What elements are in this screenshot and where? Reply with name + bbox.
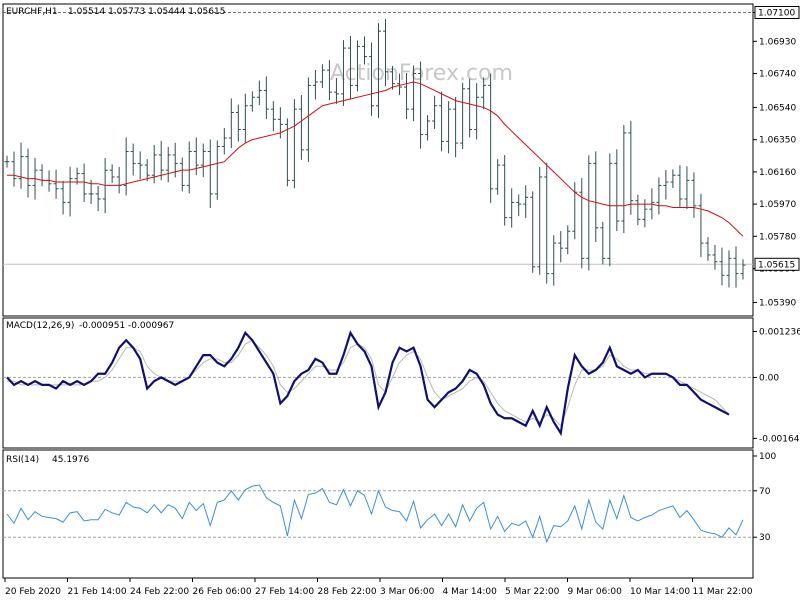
- rsi-ytick-label: 100: [759, 452, 776, 462]
- price-ytick-label: 1.06350: [759, 136, 796, 146]
- xtick-label: 27 Feb 14:00: [255, 587, 314, 597]
- macd-title: MACD(12,26,9): [6, 321, 74, 331]
- rsi-line: [6, 484, 744, 544]
- xtick-label: 28 Feb 22:00: [318, 587, 377, 597]
- rsi-ytick-label: 30: [759, 533, 771, 543]
- current-price-label: 1.05615: [758, 260, 795, 270]
- watermark-text: ActionForex.com: [330, 61, 513, 86]
- xtick-label: 3 Mar 06:00: [380, 587, 435, 597]
- ohlc-bars-group: [4, 19, 746, 288]
- price-ytick-label: 1.05390: [759, 298, 796, 308]
- price-ytick-label: 1.06540: [759, 103, 796, 113]
- xtick-label: 11 Mar 22:00: [693, 587, 753, 597]
- moving-average-line: [7, 81, 744, 237]
- xtick-label: 4 Mar 14:00: [443, 587, 498, 597]
- xtick-label: 10 Mar 14:00: [630, 587, 690, 597]
- macd-ytick-label: -0.00164: [759, 434, 800, 444]
- macd-signal-line: [7, 339, 730, 427]
- rsi-ytick-label: 70: [759, 487, 771, 497]
- price-ohlc-values: 1.05514 1.05773 1.05444 1.05615: [68, 7, 225, 17]
- price-ytick-label: 1.06930: [759, 37, 796, 47]
- rsi-panel-frame: [2, 449, 754, 579]
- macd-ytick-label: 0.00: [759, 373, 779, 383]
- price-ytick-label: 1.05780: [759, 232, 796, 242]
- reference-level-label-box: [754, 5, 800, 19]
- xtick-label: 9 Mar 06:00: [568, 587, 623, 597]
- current-price-label-box: [754, 257, 800, 271]
- xtick-label: 5 Mar 22:00: [505, 587, 560, 597]
- price-title: EURCHF,H1: [6, 7, 58, 17]
- price-ytick-label: 1.06740: [759, 70, 796, 80]
- macd-values: -0.000951 -0.000967: [79, 321, 174, 331]
- rsi-value: 45.1976: [52, 455, 89, 465]
- xtick-label: 21 Feb 14:00: [68, 587, 127, 597]
- price-ytick-label: 1.05970: [759, 200, 796, 210]
- price-panel-frame: [2, 3, 754, 317]
- macd-ytick-label: 0.001236: [759, 328, 800, 338]
- xtick-label: 26 Feb 06:00: [193, 587, 252, 597]
- reference-level-label: 1.07100: [758, 8, 795, 18]
- rsi-title: RSI(14): [6, 455, 39, 465]
- xtick-label: 20 Feb 2020: [5, 587, 61, 597]
- macd-main-line: [6, 330, 730, 437]
- price-ytick-label: 1.06160: [759, 168, 796, 178]
- xtick-label: 24 Feb 22:00: [130, 587, 189, 597]
